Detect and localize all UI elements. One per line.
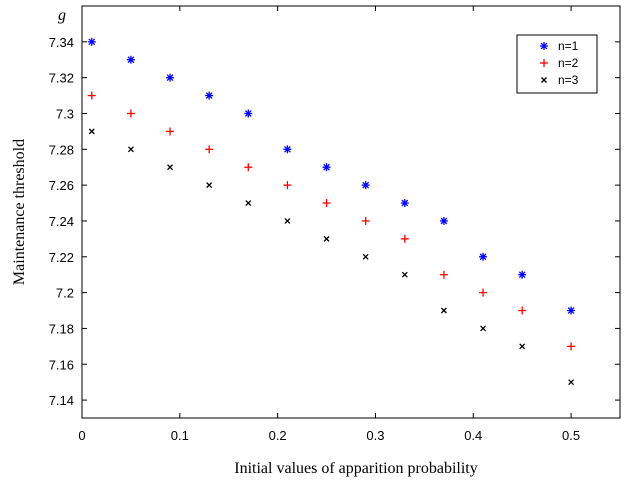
corner-label: g [58,7,66,24]
legend-label-series-2: n=2 [558,56,579,70]
data-point-series-1 [283,145,292,154]
data-point-series-1 [126,55,135,64]
legend: n=1 n=2 n=3 [516,34,598,94]
x-tick-label: 0.2 [269,428,287,443]
y-axis-ticks: 7.14 7.16 7.18 7.2 7.22 7.24 7.26 7.28 7.3 7.32 7.… [49,35,620,408]
data-point-series-2 [400,234,409,243]
data-point-series-2 [567,342,576,351]
data-point-series-1 [166,73,175,82]
data-point-series-2 [283,181,292,190]
data-point-series-1 [479,252,488,261]
data-point-series-1 [244,109,253,118]
data-point-series-3 [362,253,369,260]
data-point-series-3 [480,325,487,332]
x-tick-label: 0.4 [464,428,482,443]
data-point-series-2 [87,91,96,100]
data-point-series-1 [205,91,214,100]
data-point-series-3 [568,379,575,386]
data-point-series-1 [439,216,448,225]
data-point-series-1 [518,270,527,279]
y-tick-label: 7.16 [49,357,74,372]
data-point-series-2 [166,127,175,136]
y-tick-label: 7.3 [56,106,74,121]
y-tick-label: 7.18 [49,321,74,336]
legend-label-series-1: n=1 [558,39,579,53]
data-point-series-1 [567,306,576,315]
legend-marker-series-2 [540,59,548,67]
legend-label-series-3: n=3 [558,73,579,87]
y-axis-title: Maintenance threshold [11,139,28,285]
data-point-series-1 [361,181,370,190]
data-point-series-2 [518,306,527,315]
data-point-series-1 [400,199,409,208]
data-point-series-3 [167,164,173,171]
x-tick-label: 0.3 [366,428,384,443]
data-point-series-2 [479,288,488,297]
y-tick-label: 7.22 [49,250,74,265]
data-point-series-1 [322,163,331,172]
data-points [87,37,576,386]
data-point-series-2 [205,145,214,154]
y-tick-label: 7.26 [49,178,74,193]
y-tick-label: 7.34 [49,35,74,50]
data-point-series-1 [87,37,96,46]
data-point-series-3 [284,217,291,224]
data-point-series-2 [361,216,370,225]
data-point-series-2 [126,109,135,118]
data-point-series-3 [440,307,447,314]
y-tick-label: 7.28 [49,142,74,157]
data-point-series-3 [206,182,213,189]
legend-box [516,34,598,94]
legend-items: n=1 n=2 n=3 [540,39,579,87]
legend-marker-series-3 [541,77,547,83]
x-axis-ticks: 0 0.1 0.2 0.3 0.4 0.5 [78,6,580,443]
y-tick-label: 7.14 [49,393,74,408]
data-point-series-2 [322,199,331,208]
data-point-series-2 [244,163,253,172]
y-tick-label: 7.24 [49,214,74,229]
x-tick-label: 0 [78,428,85,443]
x-tick-label: 0.1 [171,428,189,443]
y-tick-label: 7.32 [49,71,74,86]
x-axis-title: Initial values of apparition probability [234,460,478,477]
data-point-series-3 [323,235,330,242]
legend-marker-series-1 [540,42,548,50]
data-point-series-2 [439,270,448,279]
data-point-series-3 [401,271,408,278]
data-point-series-3 [245,200,252,207]
data-point-series-3 [519,343,526,350]
y-tick-label: 7.2 [56,286,74,301]
data-point-series-3 [127,146,134,153]
x-tick-label: 0.5 [562,428,580,443]
data-point-series-3 [88,128,95,135]
